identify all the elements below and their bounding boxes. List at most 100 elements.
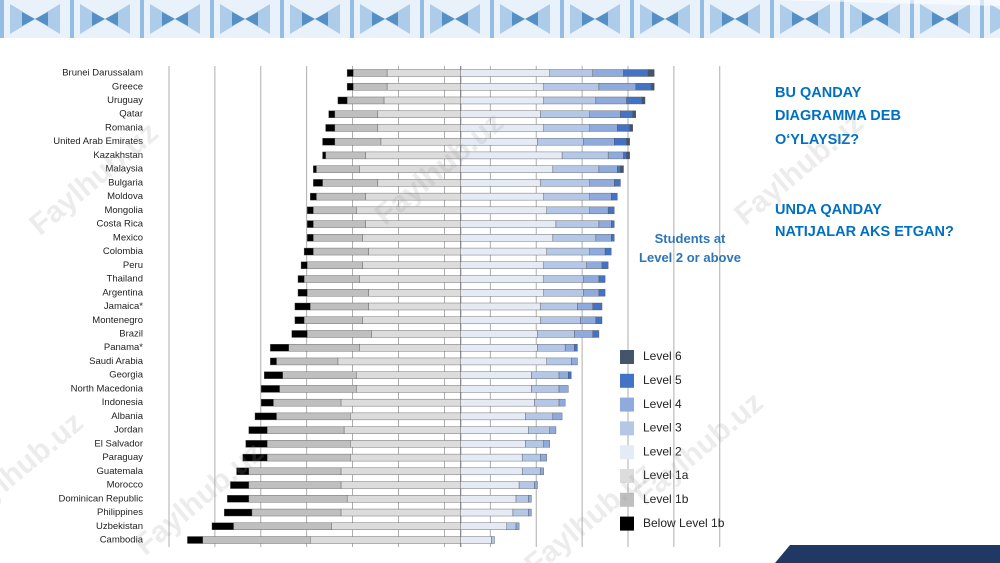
bar-segment (297, 289, 308, 297)
bar-segment (187, 536, 203, 544)
bar-segment (310, 536, 461, 544)
bar-segment (313, 165, 317, 173)
bar-segment (543, 261, 587, 269)
bar-segment (460, 69, 551, 77)
bar-segment (325, 124, 336, 132)
bar-segment (595, 316, 603, 324)
bar-segment (592, 69, 624, 77)
bar-segment (521, 467, 541, 476)
bar-segment (632, 110, 636, 118)
category-label: Georgia (109, 370, 144, 381)
bar-segment (460, 467, 523, 476)
category-label: Uzbekistan (96, 521, 143, 532)
category-label: North Macedonia (71, 383, 144, 394)
bar-segment (251, 508, 342, 517)
bar-segment (617, 165, 621, 173)
bar-segment (356, 371, 461, 379)
question-text: NATIJALAR AKS ETGAN? (775, 224, 954, 240)
bar-segment (349, 440, 461, 448)
bar-segment (460, 344, 538, 352)
bar-segment (202, 536, 311, 544)
bar-segment (227, 495, 250, 503)
bar-segment (647, 69, 655, 77)
bar-segment (607, 151, 624, 160)
bar-segment (641, 96, 646, 105)
bar-segment (598, 83, 636, 91)
category-label: Uruguay (107, 95, 143, 106)
bar-segment (297, 275, 305, 283)
bar-segment (558, 398, 566, 407)
bar-segment (460, 440, 526, 448)
bar-segment (294, 316, 305, 324)
corner-shape (775, 545, 1000, 563)
legend-label: Level 1a (643, 468, 689, 482)
bar-segment (558, 371, 569, 379)
bar-segment (534, 398, 560, 407)
bar-segment (521, 453, 541, 462)
legend-label: Level 2 (643, 444, 682, 458)
bar-segment (518, 481, 535, 489)
bar-segment (340, 467, 461, 476)
bar-segment (580, 316, 597, 324)
bar-segment (267, 453, 351, 462)
bar-segment (236, 467, 250, 476)
bar-segment (589, 110, 621, 118)
question-text: O‘YLAYSIZ? (775, 132, 859, 148)
bar-segment (546, 247, 590, 256)
bar-segment (260, 398, 274, 407)
bar-segment (614, 137, 627, 146)
bar-segment (460, 508, 514, 517)
bar-segment (460, 247, 547, 256)
bar-segment (322, 151, 326, 160)
category-label: Brazil (119, 328, 143, 339)
bar-segment (349, 412, 461, 421)
bar-segment (306, 289, 369, 297)
bar-segment (552, 165, 600, 173)
bar-segment (540, 110, 590, 118)
banner-cut (770, 0, 1000, 6)
bar-segment (245, 440, 268, 448)
question-text: BU QANDAY (775, 85, 862, 101)
category-label: Cambodia (100, 535, 144, 546)
bar-segment (313, 206, 357, 215)
bar-segment (313, 220, 366, 228)
bar-segment (601, 261, 609, 269)
bar-segment (460, 522, 508, 530)
bar-segment (460, 110, 541, 118)
bar-segment (260, 385, 280, 393)
legend-label: Level 5 (643, 373, 682, 387)
bar-segment (334, 110, 379, 118)
category-label: Brunei Darussalam (62, 68, 143, 79)
legend-swatch (620, 445, 634, 460)
bar-segment (460, 302, 541, 311)
bar-segment (325, 151, 366, 160)
bar-segment (623, 151, 627, 160)
bar-segment (270, 344, 289, 352)
legend-label: Below Level 1b (643, 516, 725, 530)
category-label: Argentina (102, 287, 143, 298)
bar-segment (460, 83, 544, 91)
bar-segment (598, 220, 612, 228)
bar-segment (340, 481, 461, 489)
category-label: Jamaica* (104, 301, 143, 312)
bar-segment (322, 179, 379, 187)
annotation: Students at Level 2 or above (639, 231, 741, 265)
bar-segment (316, 165, 360, 173)
bar-segment (331, 522, 461, 530)
bar-segment (248, 426, 268, 434)
bar-segment (598, 289, 606, 297)
bar-segment (460, 261, 544, 269)
bar-segment (614, 179, 621, 187)
category-label: United Arab Emirates (53, 136, 143, 147)
category-label: Mexico (113, 232, 143, 243)
bar-segment (276, 412, 351, 421)
legend-swatch (620, 516, 634, 531)
question-text: UNDA QANDAY (775, 202, 882, 218)
bar-segment (534, 481, 538, 489)
bar-segment (561, 151, 609, 160)
bar-segment (273, 398, 342, 407)
legend-swatch (620, 492, 634, 507)
bar-segment (460, 412, 526, 421)
bar-segment (349, 453, 461, 462)
